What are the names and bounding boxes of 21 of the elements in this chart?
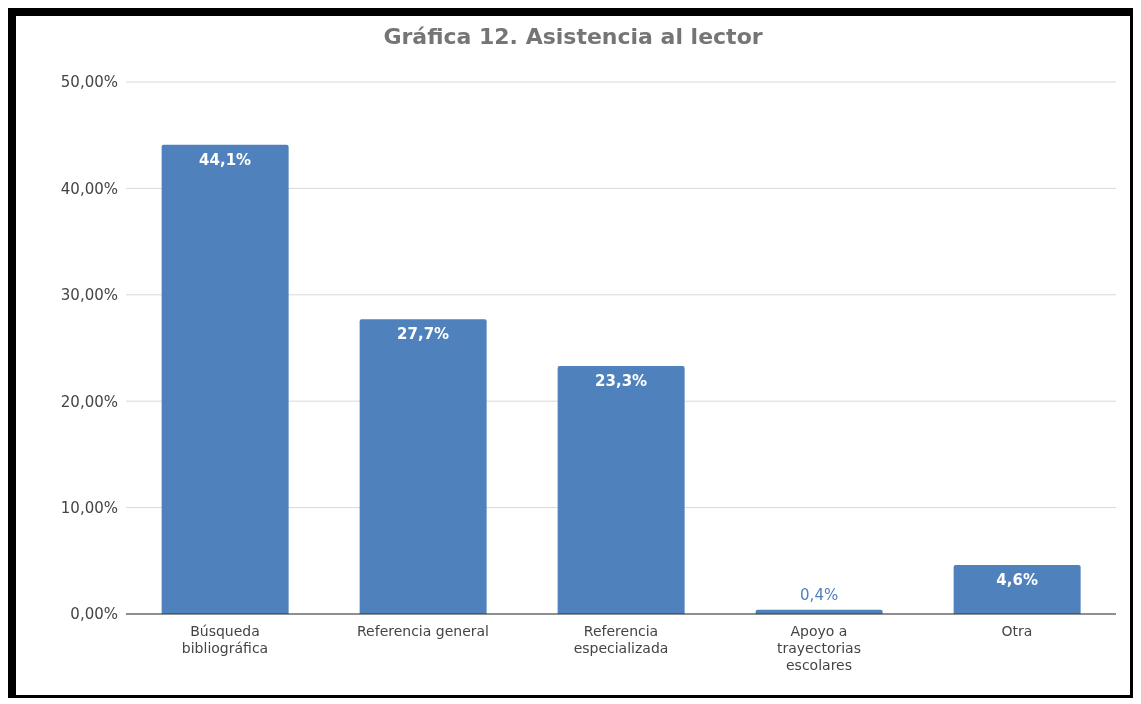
x-tick-label: Otra [1001, 623, 1033, 639]
data-label: 27,7% [397, 325, 450, 344]
bar [953, 565, 1081, 614]
data-label: 4,6% [996, 571, 1038, 590]
y-tick-label: 20,00% [60, 392, 118, 411]
x-tick-label: Referencia general [356, 623, 490, 639]
y-tick-label: 50,00% [60, 73, 118, 92]
bar [557, 366, 685, 614]
y-tick-label: 10,00% [60, 498, 118, 517]
bar [161, 144, 289, 614]
y-tick-label: 30,00% [60, 286, 118, 305]
chart-title: Gráfica 12. Asistencia al lector [382, 23, 764, 51]
bar [359, 319, 487, 614]
data-label: 23,3% [595, 372, 648, 391]
x-tick-label: Referencia especializada [573, 623, 669, 656]
data-label: 0,4% [800, 585, 839, 604]
y-tick-label: 0,00% [70, 605, 118, 624]
y-tick-label: 40,00% [60, 179, 118, 198]
x-tick-label: Búsqueda bibliográfica [181, 623, 269, 656]
x-tick-label: Apoyo a trayectorias escolares [777, 623, 861, 673]
data-label: 44,1% [199, 150, 252, 169]
